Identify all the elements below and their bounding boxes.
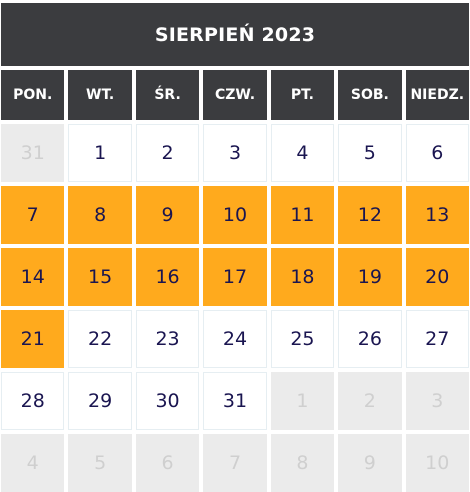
day-cell[interactable]: 1 [68,124,132,182]
day-cell[interactable]: 28 [1,372,65,430]
day-cell-selected[interactable]: 7 [1,186,65,244]
day-cell-other-month: 10 [405,434,469,492]
weekday-header-thu: CZW. [203,70,267,120]
day-cell-selected[interactable]: 11 [270,186,335,244]
day-cell[interactable]: 23 [135,310,200,368]
day-cell-selected[interactable]: 13 [405,186,469,244]
day-cell[interactable]: 5 [338,124,402,182]
day-cell[interactable]: 2 [135,124,200,182]
day-cell-selected[interactable]: 12 [338,186,402,244]
day-cell[interactable]: 29 [68,372,132,430]
day-cell[interactable]: 27 [405,310,469,368]
day-cell-other-month: 6 [135,434,200,492]
day-cell-other-month: 7 [203,434,267,492]
day-cell-selected[interactable]: 19 [338,248,402,306]
day-cell[interactable]: 31 [203,372,267,430]
day-cell[interactable]: 26 [338,310,402,368]
weekday-header-sat: SOB. [338,70,402,120]
calendar: SIERPIEŃ 2023 PON. WT. ŚR. CZW. PT. SOB.… [0,3,470,492]
day-cell-selected[interactable]: 17 [203,248,267,306]
day-cell[interactable]: 25 [270,310,335,368]
weekday-header-sun: NIEDZ. [405,70,469,120]
weekday-header-fri: PT. [270,70,335,120]
day-cell-selected[interactable]: 14 [1,248,65,306]
day-cell[interactable]: 30 [135,372,200,430]
weekday-header-mon: PON. [1,70,65,120]
day-cell-other-month: 3 [405,372,469,430]
day-cell[interactable]: 22 [68,310,132,368]
day-cell[interactable]: 6 [405,124,469,182]
day-cell-selected[interactable]: 10 [203,186,267,244]
day-cell-other-month: 31 [1,124,65,182]
day-cell-other-month: 9 [338,434,402,492]
weekday-header-tue: WT. [68,70,132,120]
day-cell[interactable]: 3 [203,124,267,182]
weekday-header-wed: ŚR. [135,70,200,120]
day-cell-selected[interactable]: 18 [270,248,335,306]
day-cell-other-month: 4 [1,434,65,492]
day-cell-selected[interactable]: 21 [1,310,65,368]
day-cell-other-month: 1 [270,372,335,430]
day-cell-selected[interactable]: 20 [405,248,469,306]
day-cell-selected[interactable]: 15 [68,248,132,306]
calendar-grid: PON. WT. ŚR. CZW. PT. SOB. NIEDZ. 31 1 2 3 4… [0,66,470,492]
day-cell-selected[interactable]: 8 [68,186,132,244]
day-cell-other-month: 8 [270,434,335,492]
day-cell-selected[interactable]: 16 [135,248,200,306]
day-cell[interactable]: 4 [270,124,335,182]
day-cell-selected[interactable]: 9 [135,186,200,244]
day-cell-other-month: 5 [68,434,132,492]
day-cell-other-month: 2 [338,372,402,430]
day-cell[interactable]: 24 [203,310,267,368]
month-title: SIERPIEŃ 2023 [1,3,469,66]
